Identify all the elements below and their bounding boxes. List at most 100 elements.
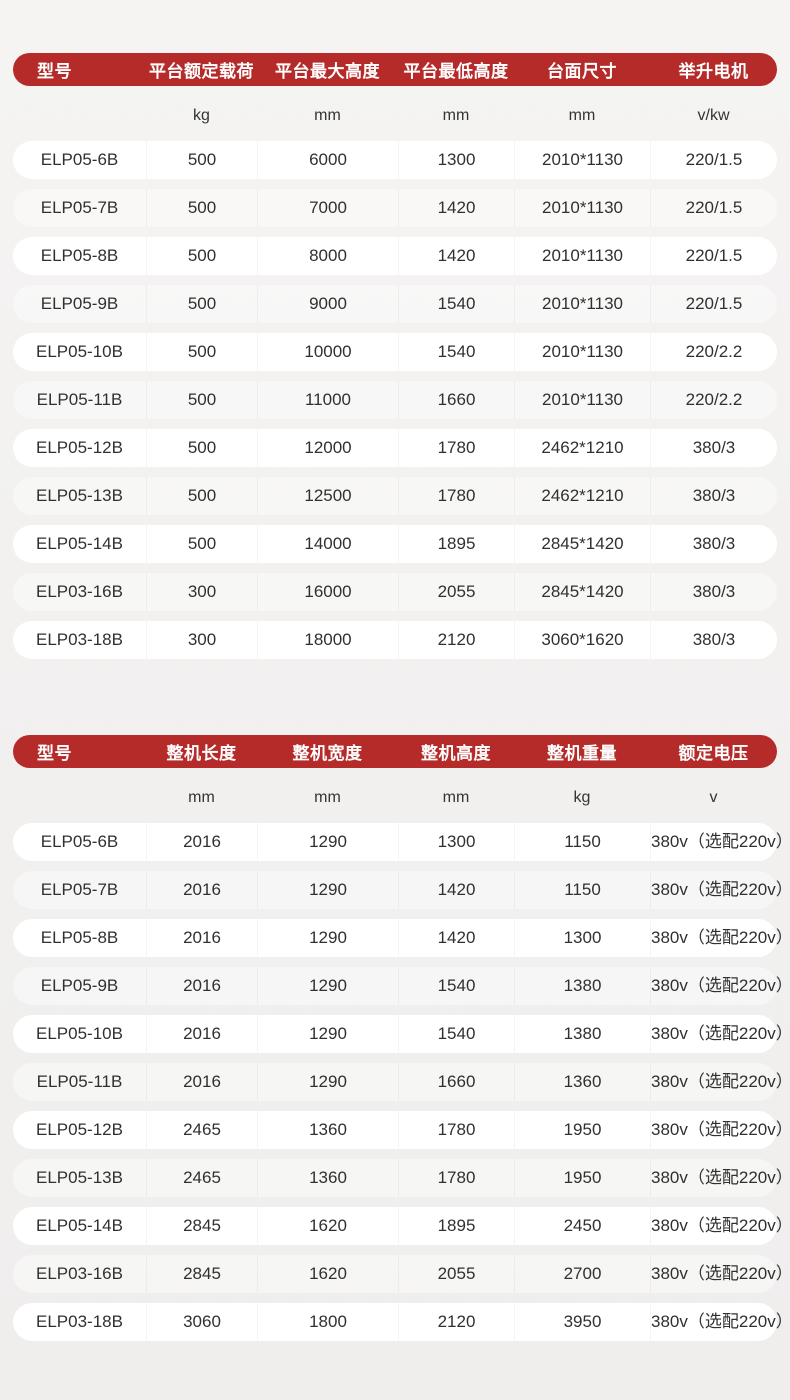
table-cell: ELP03-18B [36, 630, 123, 649]
table-cell: 1300 [398, 823, 514, 861]
header-cell: 平台额定载荷 [149, 62, 254, 81]
table-row: ELP05-9B 500 9000 1540 2010*1130 220/1.5 [13, 285, 777, 323]
platform-table-header-row: 型号 平台额定载荷 平台最大高度 平台最低高度 台面尺寸 举升电机 [13, 53, 777, 86]
table-row: ELP05-8B 2016 1290 1420 1300 380v（选配220v） [13, 919, 790, 957]
table-cell: 380v（选配220v） [650, 1255, 790, 1293]
table-cell: 2462*1210 [514, 477, 650, 515]
table-cell: ELP05-11B [36, 1072, 123, 1091]
table-cell: ELP05-14B [36, 534, 123, 553]
table-cell: 380v（选配220v） [650, 1015, 790, 1053]
table-row: ELP05-9B 2016 1290 1540 1380 380v（选配220v） [13, 967, 790, 1005]
table-cell: 380v（选配220v） [650, 1159, 790, 1197]
header-cell: 整机长度 [166, 744, 237, 763]
table-cell: ELP05-6B [40, 150, 119, 169]
table-cell: 2010*1130 [514, 381, 650, 419]
table-cell: 1360 [257, 1111, 398, 1149]
unit-cell: v [709, 789, 718, 806]
machine-spec-table: 型号 整机长度 整机宽度 整机高度 整机重量 额定电压 mm mm mm kg v ELP05-6… [13, 735, 790, 1341]
table-cell: 2700 [514, 1255, 650, 1293]
table-row: ELP05-7B 2016 1290 1420 1150 380v（选配220v） [13, 871, 790, 909]
header-cell: 整机重量 [547, 744, 617, 763]
table-cell: 500 [146, 525, 257, 563]
table-row: ELP03-16B 2845 1620 2055 2700 380v（选配220v） [13, 1255, 790, 1293]
table-cell: 1950 [514, 1159, 650, 1197]
table-cell: 7000 [257, 189, 398, 227]
table-cell: 1360 [514, 1063, 650, 1101]
table-cell: ELP05-13B [36, 1168, 123, 1187]
header-cell: 台面尺寸 [547, 62, 617, 81]
header-cell: 平台最大高度 [275, 62, 380, 81]
table-cell: 2016 [146, 919, 257, 957]
platform-table-body: ELP05-6B 500 6000 1300 2010*1130 220/1.5 ELP05… [13, 141, 777, 659]
header-cell: 举升电机 [678, 62, 749, 81]
table-cell: 2845*1420 [514, 573, 650, 611]
header-cell: 整机宽度 [292, 744, 363, 763]
table-cell: ELP05-8B [40, 928, 119, 947]
table-cell: 14000 [257, 525, 398, 563]
table-cell: 220/1.5 [650, 141, 777, 179]
table-cell: 8000 [257, 237, 398, 275]
table-row: ELP05-12B 2465 1360 1780 1950 380v（选配220v） [13, 1111, 790, 1149]
table-cell: 380v（选配220v） [650, 919, 790, 957]
table-cell: 2016 [146, 967, 257, 1005]
unit-cell: mm [314, 107, 341, 124]
machine-table-body: ELP05-6B 2016 1290 1300 1150 380v（选配220v） ELP0… [13, 823, 790, 1341]
table-cell: 1150 [514, 823, 650, 861]
table-cell: 1420 [398, 237, 514, 275]
table-cell: 1660 [398, 1063, 514, 1101]
table-cell: ELP05-10B [36, 1024, 123, 1043]
table-cell: 10000 [257, 333, 398, 371]
table-cell: 2845 [146, 1207, 257, 1245]
table-cell: 1540 [398, 285, 514, 323]
table-cell: 500 [146, 141, 257, 179]
table-cell: 380v（选配220v） [650, 1111, 790, 1149]
table-cell: 18000 [257, 621, 398, 659]
unit-cell: mm [188, 789, 215, 806]
unit-cell: kg [573, 789, 591, 806]
table-cell: 1290 [257, 919, 398, 957]
table-row: ELP03-18B 300 18000 2120 3060*1620 380/3 [13, 621, 777, 659]
machine-table-units-row: mm mm mm kg v [13, 783, 777, 813]
table-cell: 220/2.2 [650, 381, 777, 419]
unit-cell: mm [568, 107, 596, 124]
header-cell: 额定电压 [678, 744, 749, 763]
table-cell: 380v（选配220v） [650, 871, 790, 909]
table-cell: 2465 [146, 1111, 257, 1149]
table-row: ELP05-6B 500 6000 1300 2010*1130 220/1.5 [13, 141, 777, 179]
table-row: ELP05-10B 2016 1290 1540 1380 380v（选配220v） [13, 1015, 790, 1053]
table-row: ELP05-11B 2016 1290 1660 1360 380v（选配220v） [13, 1063, 790, 1101]
table-cell: 1620 [257, 1255, 398, 1293]
table-cell: 3060*1620 [514, 621, 650, 659]
table-row: ELP05-14B 2845 1620 1895 2450 380v（选配220v） [13, 1207, 790, 1245]
table-cell: 380/3 [650, 477, 777, 515]
table-cell: ELP05-11B [36, 390, 123, 409]
table-cell: 1420 [398, 919, 514, 957]
table-cell: 3060 [146, 1303, 257, 1341]
table-cell: 1290 [257, 823, 398, 861]
table-cell: 500 [146, 477, 257, 515]
table-cell: 1300 [398, 141, 514, 179]
table-cell: ELP03-18B [36, 1312, 123, 1331]
table-cell: 1540 [398, 967, 514, 1005]
table-cell: 300 [146, 573, 257, 611]
header-cell: 型号 [37, 744, 72, 763]
table-cell: 1290 [257, 871, 398, 909]
table-cell: ELP05-12B [36, 438, 123, 457]
table-cell: 500 [146, 237, 257, 275]
table-cell: 1780 [398, 1159, 514, 1197]
table-cell: 1360 [257, 1159, 398, 1197]
unit-cell: mm [314, 789, 341, 806]
table-cell: 2010*1130 [514, 237, 650, 275]
table-cell: 2120 [398, 1303, 514, 1341]
unit-cell: kg [193, 107, 210, 124]
table-cell: 1895 [398, 1207, 514, 1245]
table-row: ELP03-16B 300 16000 2055 2845*1420 380/3 [13, 573, 777, 611]
table-cell: ELP03-16B [36, 1264, 123, 1283]
table-cell: 1780 [398, 429, 514, 467]
table-cell: 220/2.2 [650, 333, 777, 371]
table-row: ELP05-12B 500 12000 1780 2462*1210 380/3 [13, 429, 777, 467]
unit-cell: v/kw [697, 107, 730, 124]
table-cell: 2845*1420 [514, 525, 650, 563]
table-cell: 220/1.5 [650, 189, 777, 227]
